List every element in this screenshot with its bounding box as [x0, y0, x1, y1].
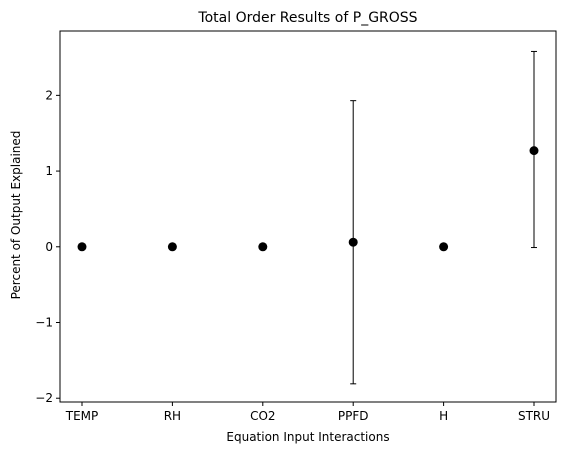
data-point [258, 242, 267, 251]
data-point [168, 242, 177, 251]
plot-area-frame [60, 31, 556, 402]
y-axis-label: Percent of Output Explained [9, 131, 23, 300]
chart-title: Total Order Results of P_GROSS [197, 10, 417, 26]
y-tick-label: −2 [35, 391, 53, 405]
data-point [439, 242, 448, 251]
data-point [530, 146, 539, 155]
y-tick-label: 1 [45, 164, 53, 178]
y-axis-ticks: −2 −1 0 1 2 [35, 88, 60, 405]
data-point [349, 238, 358, 247]
error-bars [350, 51, 537, 383]
x-axis-ticks: TEMP RH CO2 PPFD H STRU [65, 402, 550, 423]
y-tick-label: −1 [35, 316, 53, 330]
x-tick-label: TEMP [65, 409, 99, 423]
y-tick-label: 2 [45, 88, 53, 102]
x-tick-label: RH [164, 409, 181, 423]
x-tick-label: H [439, 409, 448, 423]
y-tick-label: 0 [45, 240, 53, 254]
data-points [78, 146, 539, 251]
data-point [78, 242, 87, 251]
x-tick-label: PPFD [338, 409, 369, 423]
x-tick-label: CO2 [250, 409, 275, 423]
x-axis-label: Equation Input Interactions [226, 430, 389, 444]
x-tick-label: STRU [518, 409, 550, 423]
